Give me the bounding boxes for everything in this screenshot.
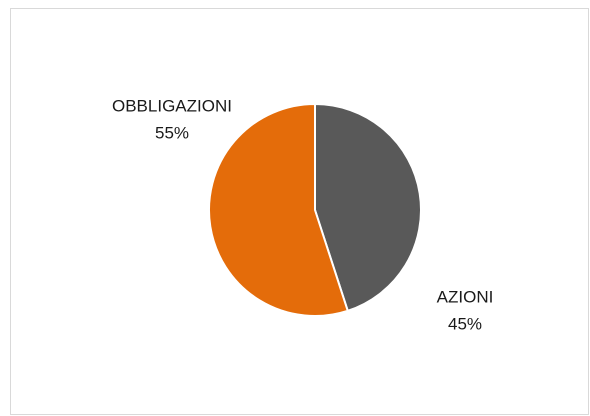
slice-value-label: 45%	[448, 314, 482, 333]
slice-value-label: 55%	[155, 123, 189, 142]
pie-slice	[314, 102, 422, 313]
slice-category-label: OBBLIGAZIONI	[112, 96, 232, 115]
slice-category-label: AZIONI	[437, 287, 494, 306]
pie-slice	[208, 102, 350, 317]
